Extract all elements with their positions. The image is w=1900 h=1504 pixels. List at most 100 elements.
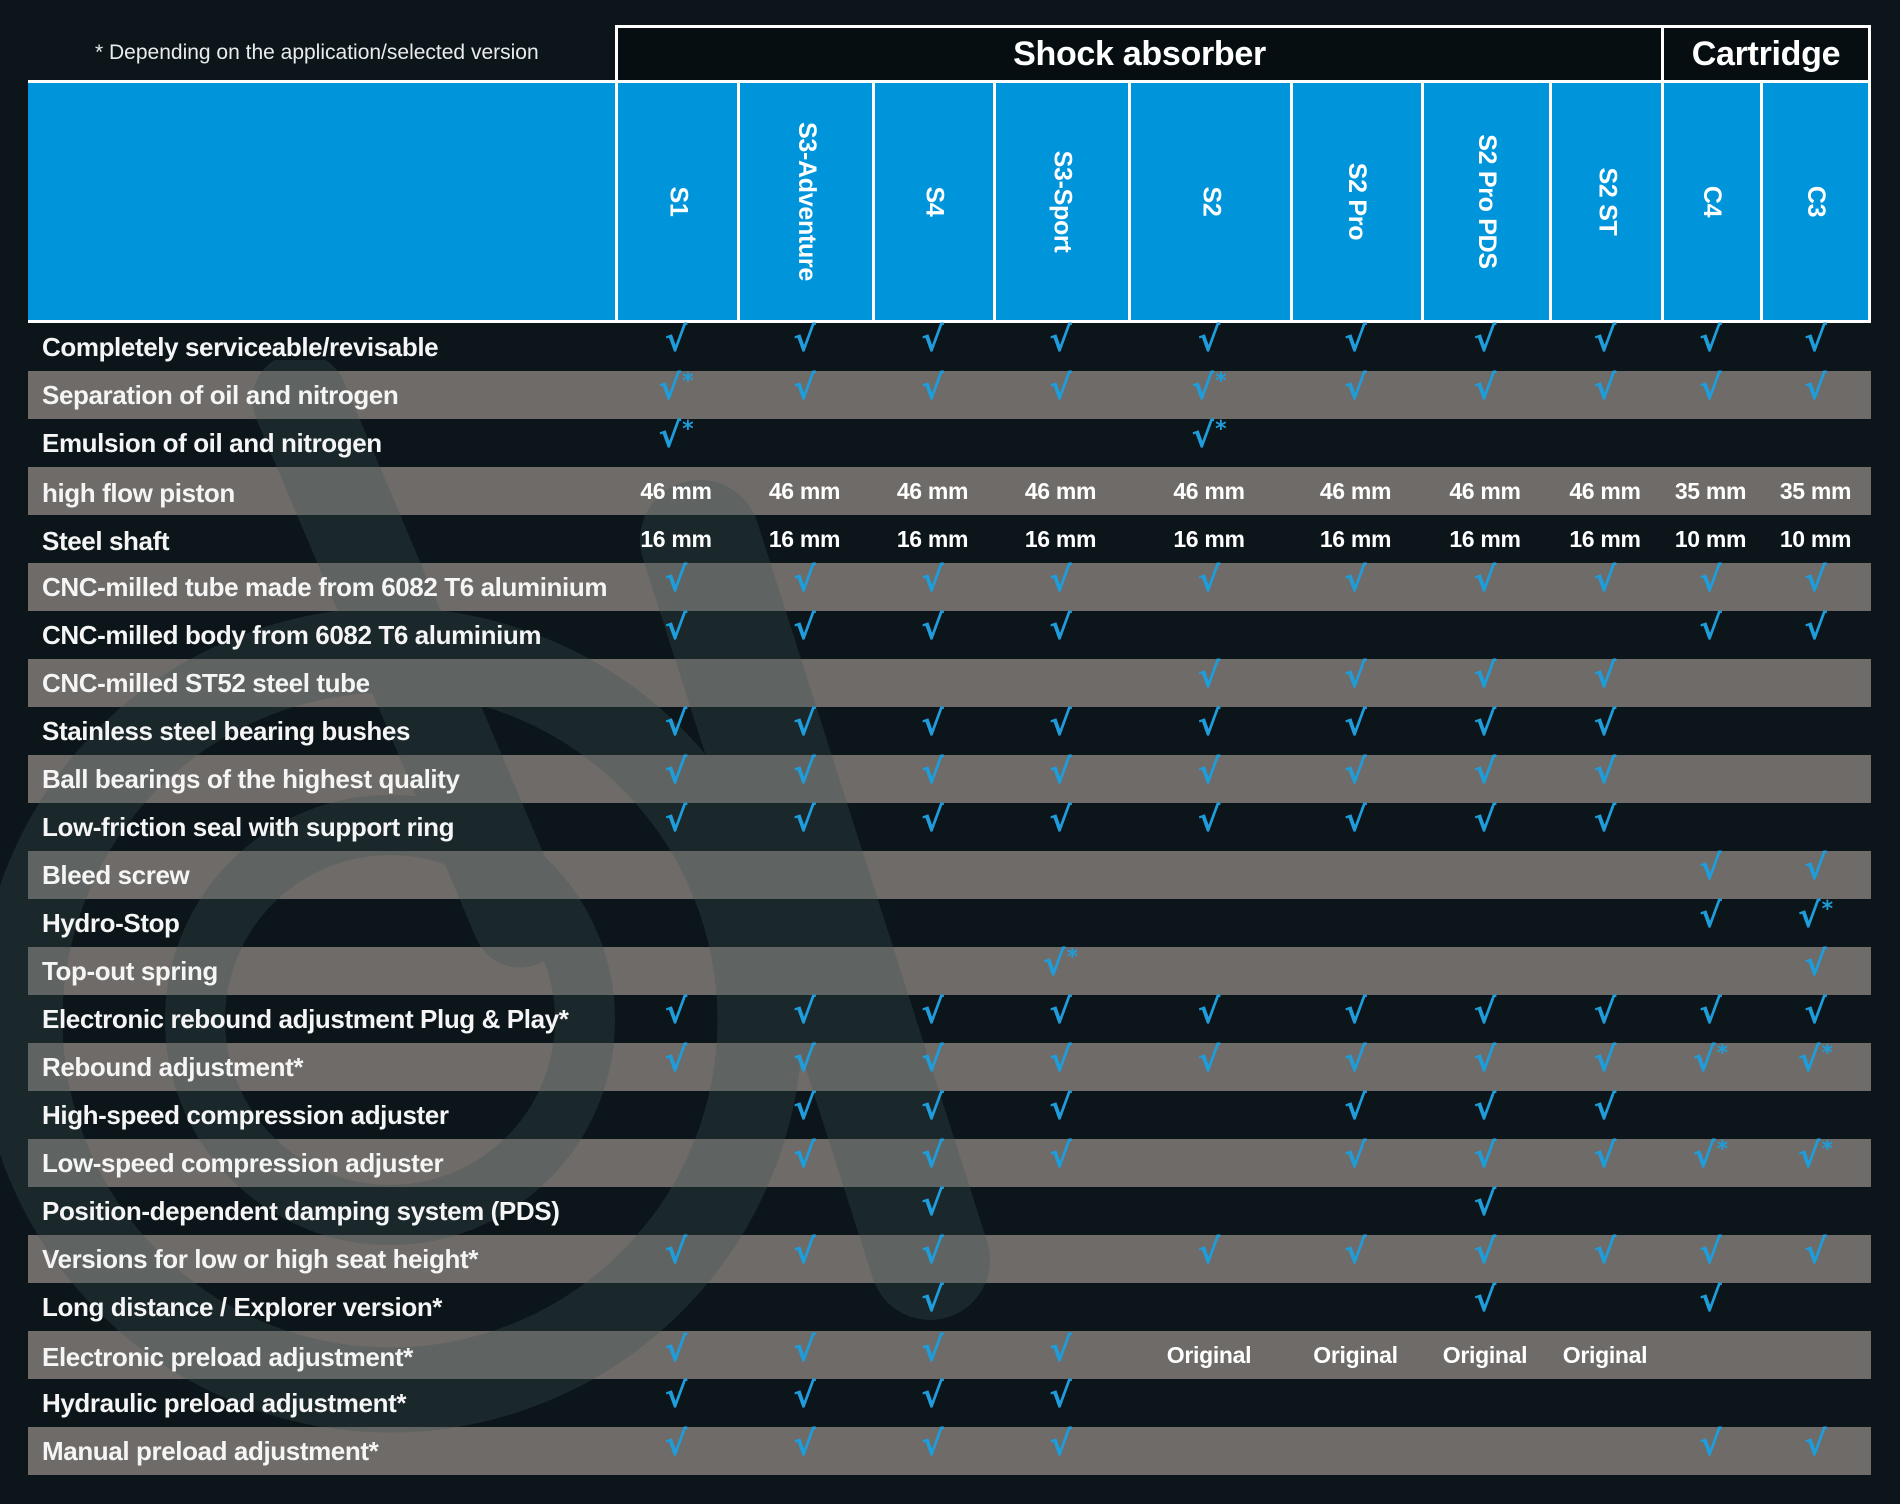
- asterisk-mark: *: [1821, 1137, 1834, 1162]
- table-cell: √: [615, 755, 737, 803]
- table-cell: 46 mm: [872, 467, 993, 519]
- table-cell: √: [737, 1043, 872, 1091]
- table-cell: √: [872, 1283, 993, 1331]
- table-cell: √: [737, 611, 872, 659]
- table-row: Low-speed compression adjuster √ √ √ √ √ √ √* √*: [28, 1139, 1871, 1187]
- check-icon: √: [1049, 1376, 1072, 1416]
- check-icon: √: [1699, 368, 1722, 408]
- check-icon: √: [1473, 368, 1497, 408]
- footnote: * Depending on the application/selected …: [95, 41, 539, 64]
- check-icon: √: [1197, 1232, 1221, 1272]
- table-cell: √: [1128, 755, 1290, 803]
- cell-value: Original: [1442, 1342, 1528, 1368]
- table-cell: √: [1661, 371, 1760, 419]
- table-cell: √: [872, 755, 993, 803]
- check-icon: √: [793, 1040, 816, 1080]
- table-row: Low-friction seal with support ring √ √ √ √ √…: [28, 803, 1871, 851]
- check-icon: √: [1593, 1040, 1617, 1080]
- check-icon: √: [1473, 1088, 1497, 1128]
- table-cell: √: [872, 563, 993, 611]
- row-label: Electronic preload adjustment*: [42, 1341, 413, 1372]
- check-icon: √: [664, 992, 688, 1032]
- cell-value: 46 mm: [1569, 478, 1641, 504]
- table-cell: √: [615, 611, 737, 659]
- column-header-s2: S2: [1128, 83, 1290, 320]
- table-cell: 35 mm: [1760, 467, 1871, 519]
- table-cell: √: [1421, 995, 1549, 1043]
- cell-value: 46 mm: [1024, 478, 1097, 504]
- check-icon: √: [1049, 992, 1072, 1032]
- column-header-band: S1 S3-Adventure S4 S3-Sport S2 S2 Pro S2 Pro P…: [28, 80, 1871, 323]
- asterisk-mark: *: [1716, 1041, 1729, 1066]
- column-header-s3-adventure: S3-Adventure: [737, 83, 872, 320]
- check-icon: √: [793, 800, 816, 840]
- check-asterisk-icon: √*: [1692, 1136, 1729, 1176]
- cell-value: 46 mm: [1319, 478, 1392, 504]
- table-cell: √: [615, 1043, 737, 1091]
- cell-value: 35 mm: [1779, 478, 1852, 504]
- table-cell: √: [1421, 371, 1549, 419]
- table-cell: 10 mm: [1661, 515, 1760, 567]
- column-header-label: C4: [1698, 185, 1727, 218]
- table-row: Emulsion of oil and nitrogen √* √*: [28, 419, 1871, 467]
- cell-value: 35 mm: [1674, 478, 1747, 504]
- check-icon: √: [664, 704, 688, 744]
- table-row: Manual preload adjustment* √ √ √ √ √ √: [28, 1427, 1871, 1475]
- check-icon: √: [1473, 1040, 1497, 1080]
- table-cell: 10 mm: [1760, 515, 1871, 567]
- table-cell: √: [1128, 803, 1290, 851]
- table-cell: √: [1128, 323, 1290, 371]
- check-icon: √: [1197, 1040, 1221, 1080]
- row-label: Stainless steel bearing bushes: [42, 715, 411, 746]
- check-icon: √: [1344, 1088, 1367, 1128]
- column-header-label: S2: [1196, 186, 1225, 217]
- check-icon: √: [1344, 1232, 1367, 1272]
- table-cell: √: [993, 1091, 1128, 1139]
- check-icon: √: [1473, 1136, 1497, 1176]
- check-asterisk-icon: √*: [658, 416, 694, 456]
- table-cell: √: [1128, 1235, 1290, 1283]
- table-row: Position-dependent damping system (PDS) √…: [28, 1187, 1871, 1235]
- table-cell: √: [1421, 659, 1549, 707]
- table-cell: √: [993, 1427, 1128, 1475]
- table-cell: 16 mm: [1421, 515, 1549, 567]
- check-icon: √: [1593, 800, 1617, 840]
- check-asterisk-icon: √*: [1191, 368, 1227, 408]
- check-asterisk-icon: √*: [1797, 1040, 1834, 1080]
- table-cell: √: [993, 1333, 1128, 1381]
- check-asterisk-icon: √*: [1797, 896, 1834, 936]
- table-cell: √: [1760, 323, 1871, 371]
- row-label: CNC-milled tube made from 6082 T6 alumin…: [42, 571, 608, 602]
- check-icon: √: [793, 368, 816, 408]
- table-cell: 16 mm: [993, 515, 1128, 567]
- check-icon: √: [921, 992, 944, 1032]
- row-label: Long distance / Explorer version*: [42, 1291, 443, 1322]
- table-row: Rebound adjustment* √ √ √ √ √ √ √ √ √* √*: [28, 1043, 1871, 1091]
- table-cell: √: [615, 803, 737, 851]
- row-label: Low-speed compression adjuster: [42, 1147, 444, 1178]
- check-icon: √: [1593, 1088, 1617, 1128]
- table-row: Steel shaft 16 mm 16 mm 16 mm 16 mm 16 mm 16 m…: [28, 515, 1871, 563]
- check-icon: √: [921, 752, 944, 792]
- cell-value: 16 mm: [896, 526, 969, 552]
- check-icon: √: [1344, 992, 1367, 1032]
- table-row: high flow piston 46 mm 46 mm 46 mm 46 mm 46 m…: [28, 467, 1871, 515]
- table-cell: √: [872, 803, 993, 851]
- table-cell: √: [737, 1091, 872, 1139]
- check-icon: √: [1593, 704, 1617, 744]
- table-cell: √: [872, 707, 993, 755]
- table-cell: √: [1549, 659, 1661, 707]
- table-cell: 35 mm: [1661, 467, 1760, 519]
- check-icon: √: [664, 1330, 688, 1370]
- table-cell: √: [1549, 1043, 1661, 1091]
- table-row: CNC-milled ST52 steel tube √ √ √ √: [28, 659, 1871, 707]
- cell-value: 16 mm: [768, 526, 841, 552]
- table-cell: √: [1290, 1139, 1421, 1187]
- table-cell: √: [1661, 323, 1760, 371]
- table-row: Versions for low or high seat height* √ √ √…: [28, 1235, 1871, 1283]
- table-cell: √: [1421, 1187, 1549, 1235]
- row-label: Completely serviceable/revisable: [42, 331, 439, 362]
- table-cell: Original: [1290, 1331, 1421, 1383]
- check-asterisk-icon: √*: [1042, 944, 1079, 984]
- table-cell: √: [1760, 851, 1871, 899]
